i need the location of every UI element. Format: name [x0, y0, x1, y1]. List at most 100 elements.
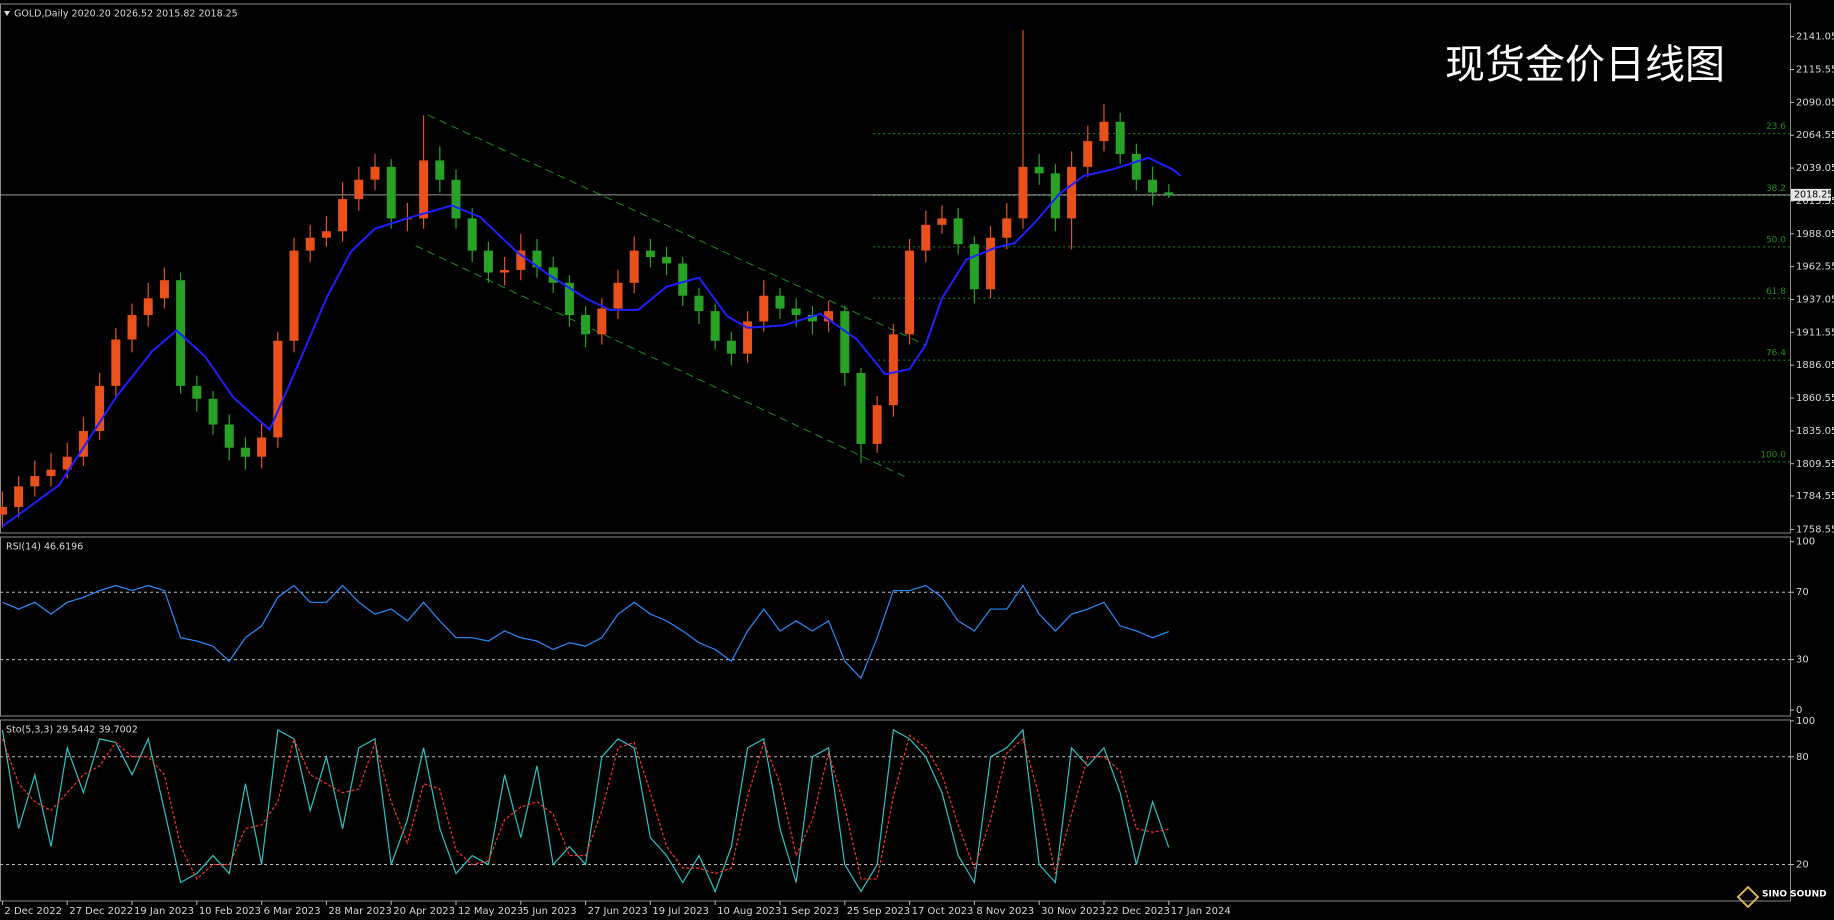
- candle-body: [1002, 218, 1012, 238]
- x-tick-label: 6 Mar 2023: [264, 906, 321, 917]
- candle-body: [192, 385, 202, 399]
- y-tick-label: 2115.55: [1796, 65, 1834, 76]
- last-price-label: 2018.25: [1794, 189, 1833, 200]
- candle-body: [516, 250, 526, 270]
- x-tick-label: 19 Jan 2023: [134, 906, 194, 917]
- x-tick-label: 20 Apr 2023: [393, 906, 455, 917]
- panel-title: Sto(5,3,3) 29.5442 39.7002: [6, 725, 138, 736]
- panel-title: GOLD,Daily 2020.20 2026.52 2015.82 2018.…: [14, 9, 238, 20]
- candle-body: [143, 298, 153, 316]
- candle-body: [95, 385, 105, 431]
- fib-label: 61.8: [1766, 287, 1786, 297]
- candle-body: [759, 295, 769, 322]
- candle-body: [159, 280, 169, 299]
- candle-body: [273, 340, 283, 438]
- x-tick-label: 17 Jan 2024: [1171, 906, 1231, 917]
- fib-label: 100.0: [1760, 450, 1786, 460]
- x-tick-label: 28 Mar 2023: [328, 906, 391, 917]
- candle-body: [953, 218, 963, 245]
- candle-body: [500, 269, 510, 273]
- candle-body: [62, 456, 72, 470]
- candle-body: [305, 237, 315, 251]
- y-tick-label: 1911.55: [1796, 327, 1834, 338]
- y-tick-label: 2013.55: [1796, 196, 1834, 207]
- y-tick-label: 1809.55: [1796, 459, 1834, 470]
- candle-body: [921, 224, 931, 251]
- panel-frame: [0, 719, 1791, 902]
- channel-line: [427, 114, 926, 346]
- candle-body: [451, 179, 461, 219]
- y-tick-label: 1886.05: [1796, 360, 1834, 371]
- candle-body: [46, 469, 56, 477]
- candle-body: [564, 282, 574, 316]
- y-tick-label: 20: [1796, 860, 1809, 871]
- x-tick-label: 27 Dec 2022: [69, 906, 133, 917]
- indicator-line: [1, 734, 1169, 880]
- candle-body: [905, 250, 915, 335]
- x-tick-label: 8 Nov 2023: [976, 906, 1034, 917]
- candle-body: [419, 160, 429, 219]
- candle-body: [888, 334, 898, 406]
- indicator-line: [2, 584, 1169, 680]
- candle-body: [127, 315, 137, 340]
- candle-body: [613, 282, 623, 309]
- panel-frame: [0, 3, 1791, 534]
- candle-body: [354, 179, 364, 200]
- y-tick-label: 70: [1796, 587, 1809, 598]
- candle-body: [224, 424, 234, 448]
- candle-body: [532, 250, 542, 268]
- candle-body: [370, 166, 380, 180]
- candle-body: [824, 311, 834, 322]
- fib-label: 50.0: [1766, 235, 1786, 245]
- candle-body: [240, 447, 250, 457]
- panel-title: RSI(14) 46.6196: [6, 542, 83, 553]
- candle-body: [338, 199, 348, 232]
- candle-body: [208, 398, 218, 425]
- candle-body: [386, 166, 396, 219]
- y-tick-label: 1784.55: [1796, 491, 1834, 502]
- candle-body: [30, 476, 40, 487]
- fib-label: 76.4: [1766, 349, 1786, 359]
- candle-body: [14, 486, 24, 507]
- panel-frame: [0, 536, 1791, 717]
- candle-body: [435, 160, 445, 180]
- y-tick-label: 2039.05: [1796, 163, 1834, 174]
- fib-label: 38.2: [1766, 184, 1786, 194]
- y-tick-label: 0: [1796, 705, 1802, 716]
- last-price-tag: [1791, 188, 1831, 201]
- y-tick-label: 30: [1796, 655, 1809, 666]
- y-tick-label: 1860.55: [1796, 393, 1834, 404]
- candle-body: [937, 218, 947, 225]
- candle-body: [694, 295, 704, 312]
- candle-body: [1131, 153, 1141, 180]
- candle-body: [969, 244, 979, 290]
- candle-body: [678, 263, 688, 296]
- candle-body: [257, 437, 267, 457]
- y-tick-label: 2141.05: [1796, 32, 1834, 43]
- x-tick-label: 12 May 2023: [458, 906, 523, 917]
- y-tick-label: 80: [1796, 752, 1809, 763]
- logo-text: SINO SOUND: [1762, 890, 1827, 900]
- y-tick-label: 1758.55: [1796, 524, 1834, 535]
- fib-label: 23.6: [1766, 122, 1786, 132]
- x-tick-label: 1 Sep 2023: [782, 906, 839, 917]
- candle-body: [483, 250, 493, 273]
- candle-body: [743, 321, 753, 354]
- indicator-line: [1, 728, 1170, 894]
- candle-body: [775, 295, 785, 309]
- candle-body: [1164, 192, 1174, 195]
- candle-body: [986, 237, 996, 290]
- x-tick-label: 30 Nov 2023: [1041, 906, 1105, 917]
- x-tick-label: 10 Feb 2023: [199, 906, 261, 917]
- candle-body: [1115, 121, 1125, 154]
- candle-body: [1050, 173, 1060, 219]
- candle-body: [840, 311, 850, 373]
- candle-body: [289, 250, 299, 341]
- candle-body: [791, 308, 801, 316]
- y-tick-label: 1988.05: [1796, 229, 1834, 240]
- candle-body: [581, 315, 591, 335]
- chart-annotation: 现货金价日线图: [1445, 42, 1725, 88]
- x-tick-label: 22 Dec 2023: [1106, 906, 1170, 917]
- candle-body: [1148, 179, 1158, 193]
